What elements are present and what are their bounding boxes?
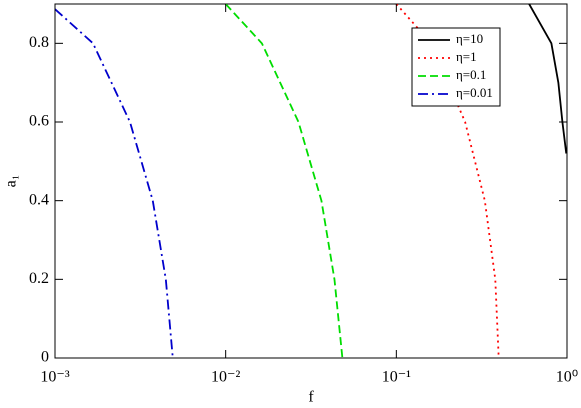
legend-box <box>411 27 501 107</box>
series-line <box>528 4 567 154</box>
y-tick-label: 0.4 <box>29 191 49 208</box>
x-tick-label: 10⁻³ <box>40 369 69 386</box>
y-tick-label: 0.6 <box>29 113 49 130</box>
y-axis-label: a₁ <box>3 175 20 188</box>
legend: η=10 η=1 η=0.1 η=0.01 <box>411 27 501 107</box>
legend-label: η=0.1 <box>456 67 486 82</box>
x-tick-label: 10⁰ <box>556 369 578 386</box>
y-tick-label: 0 <box>41 349 49 366</box>
legend-label: η=1 <box>456 49 477 64</box>
x-tick-label: 10⁻¹ <box>382 369 411 386</box>
y-tick-label: 0.8 <box>29 34 49 51</box>
plot-frame <box>54 3 568 359</box>
series-line <box>55 8 174 358</box>
x-tick-label: 10⁻² <box>211 369 240 386</box>
y-tick-label: 0.2 <box>29 270 49 287</box>
x-axis-label: f <box>308 389 314 406</box>
legend-label: η=0.01 <box>456 85 493 100</box>
series-line <box>225 4 344 358</box>
legend-label: η=10 <box>456 31 483 46</box>
